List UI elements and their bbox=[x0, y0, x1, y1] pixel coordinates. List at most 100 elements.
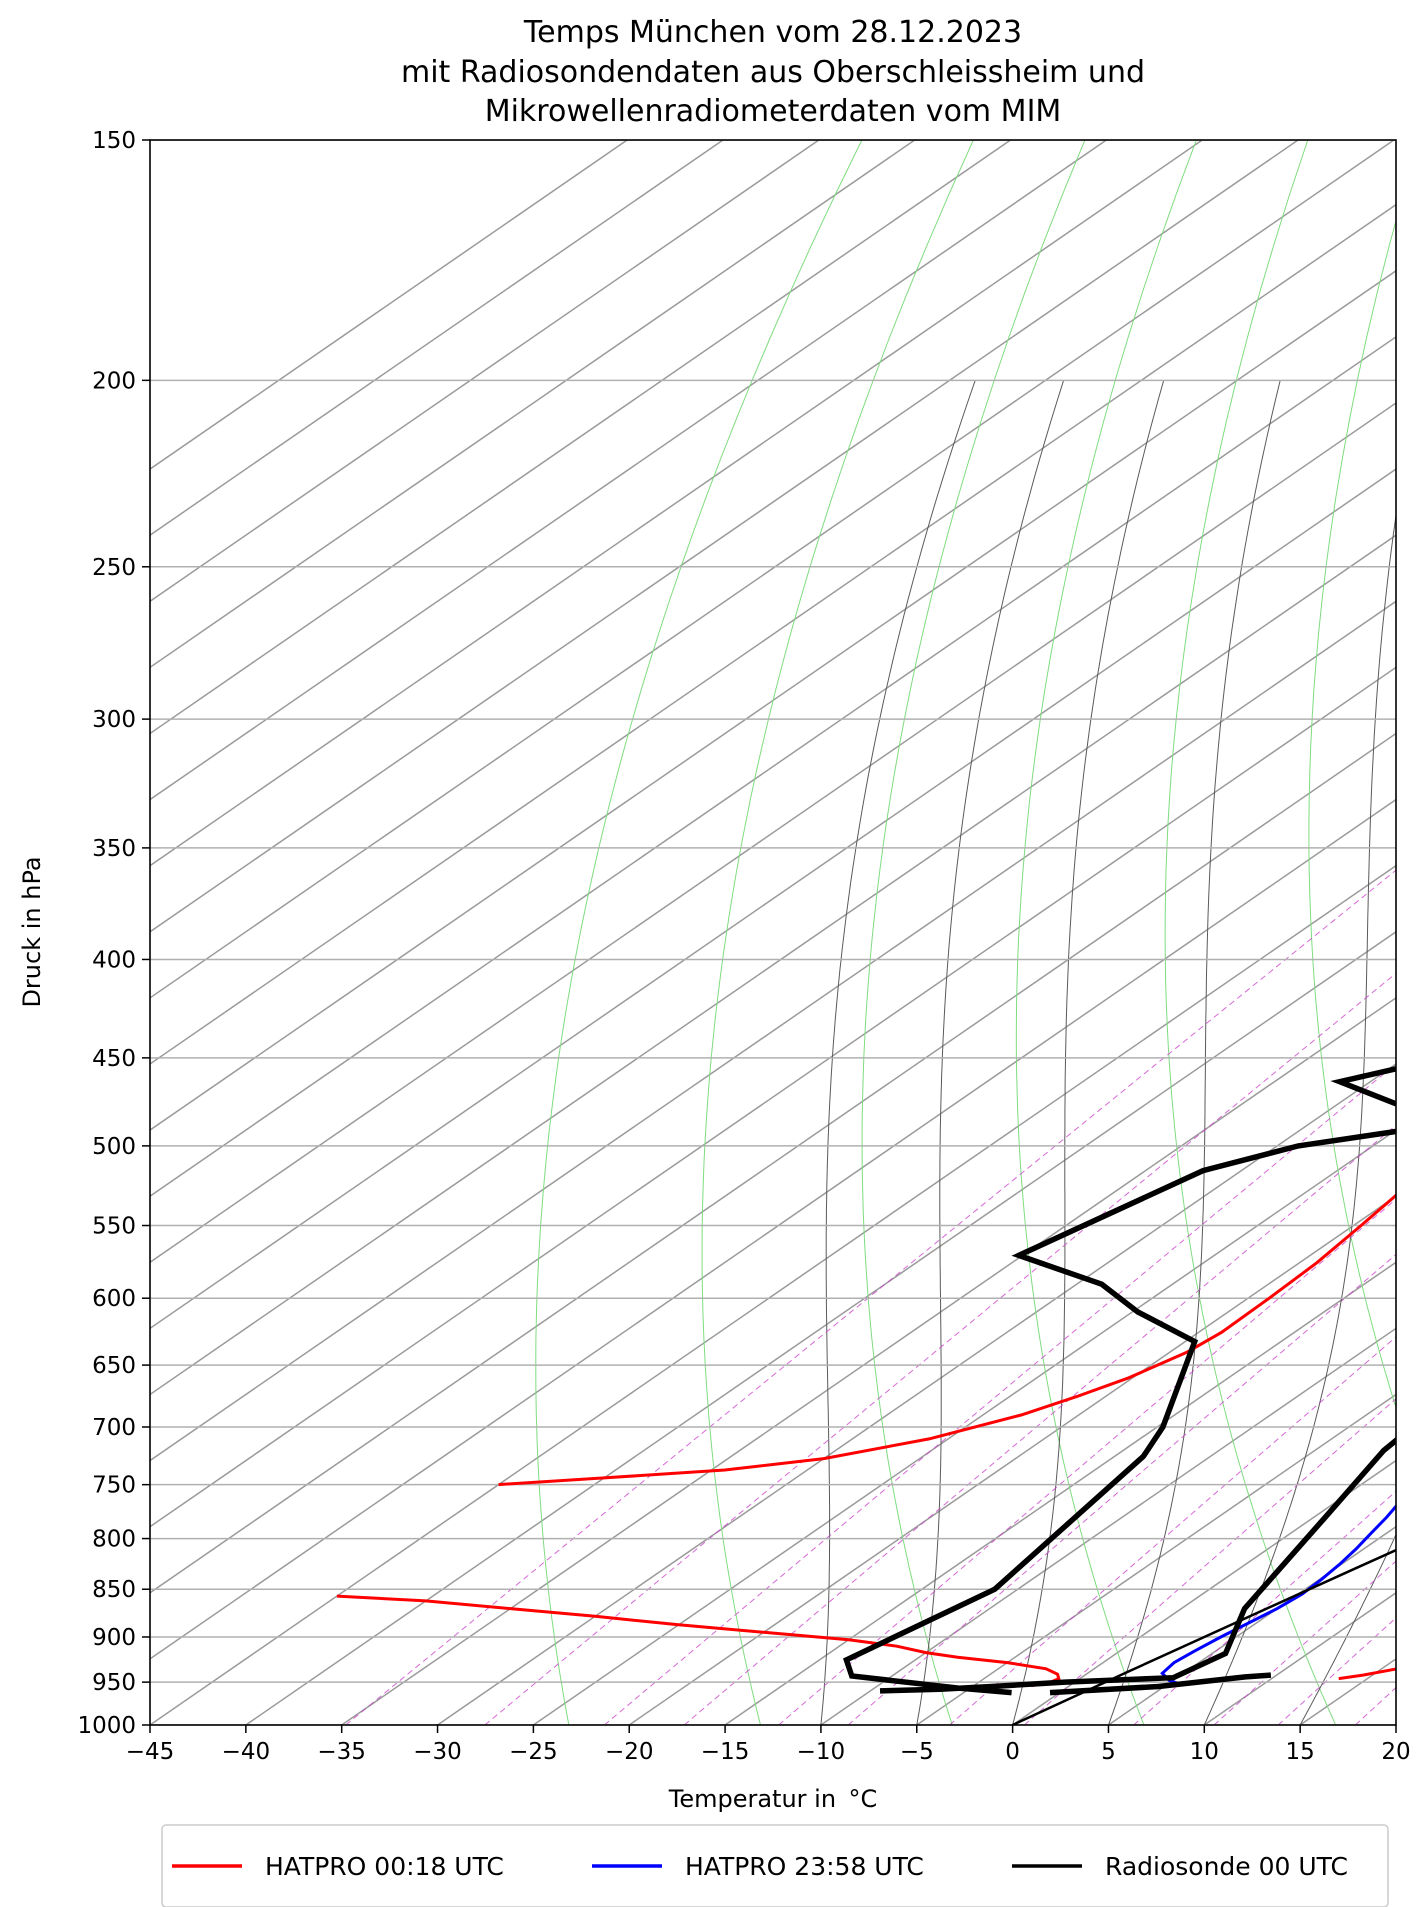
legend-label-hatpro-0018: HATPRO 00:18 UTC bbox=[265, 1852, 504, 1881]
legend-box bbox=[161, 1824, 1389, 1907]
y-tick-label: 600 bbox=[92, 1286, 136, 1312]
isotherm-line bbox=[1395, 1724, 1396, 1725]
y-tick-label: 800 bbox=[92, 1527, 136, 1553]
y-tick-label: 900 bbox=[92, 1625, 136, 1651]
x-tick-label: −10 bbox=[797, 1739, 846, 1765]
x-tick-label: −40 bbox=[222, 1739, 271, 1765]
dry-adiabat-line bbox=[861, 140, 1086, 1725]
legend-label-radiosonde: Radiosonde 00 UTC bbox=[1105, 1852, 1348, 1881]
isotherm-line bbox=[437, 1063, 1396, 1725]
legend: HATPRO 00:18 UTC HATPRO 23:58 UTC Radios… bbox=[161, 1824, 1389, 1907]
chart-title-line-3: Mikrowellenradiometerdaten vom MIM bbox=[485, 94, 1062, 129]
isotherm-line bbox=[150, 140, 1203, 867]
legend-item-hatpro-0018: HATPRO 00:18 UTC bbox=[172, 1852, 504, 1881]
y-tick-label: 300 bbox=[92, 707, 136, 733]
y-tick-label: 950 bbox=[92, 1670, 136, 1696]
isotherm-line bbox=[150, 140, 820, 603]
mixing-ratio-line bbox=[1355, 1686, 1396, 1725]
isotherm-line bbox=[150, 534, 1396, 1396]
x-tick-label: 0 bbox=[1005, 1739, 1020, 1765]
series-line bbox=[336, 1594, 1061, 1688]
isotherm-line bbox=[150, 666, 1396, 1528]
background-lines bbox=[150, 140, 1427, 1725]
mixing-ratio-line bbox=[484, 972, 1396, 1725]
mixing-ratio-line bbox=[1418, 380, 1427, 1725]
series-line bbox=[1012, 1548, 1396, 1725]
y-tick-label: 750 bbox=[92, 1473, 136, 1499]
isotherm-line bbox=[150, 140, 1299, 933]
mixing-ratio-line bbox=[345, 869, 1396, 1725]
chart-title-line-2: mit Radiosondendaten aus Oberschleisshei… bbox=[401, 55, 1145, 90]
mixing-ratio-line bbox=[778, 1198, 1396, 1725]
y-tick-label: 500 bbox=[92, 1134, 136, 1160]
plot-frame bbox=[149, 139, 1397, 1726]
moist-adiabat-line bbox=[1299, 1533, 1396, 1725]
moist-adiabat-line bbox=[1203, 512, 1396, 1725]
isotherm-line bbox=[150, 600, 1396, 1462]
isotherm-line bbox=[150, 140, 916, 669]
x-tick-label: −5 bbox=[900, 1739, 934, 1765]
y-axis: 1000 950 900 850 800 750 700 650 600 550 500 450 400… bbox=[77, 128, 150, 1739]
isotherm-line bbox=[150, 269, 1396, 1132]
mixing-ratio-line bbox=[949, 1336, 1396, 1725]
isotherm-line bbox=[245, 930, 1396, 1725]
chart-title-line-1: Temps München vom 28.12.2023 bbox=[523, 15, 1022, 50]
isotherm-line bbox=[820, 1327, 1396, 1725]
isotherm-line bbox=[341, 996, 1396, 1725]
isotherm-line bbox=[150, 140, 1011, 735]
y-tick-label: 700 bbox=[92, 1415, 136, 1441]
moist-adiabat-line bbox=[1395, 1724, 1396, 1725]
series-line bbox=[1338, 1667, 1396, 1681]
x-tick-label: −45 bbox=[126, 1739, 175, 1765]
series-line bbox=[498, 1193, 1396, 1487]
isotherm-line bbox=[150, 732, 1396, 1594]
isotherm-line bbox=[724, 1261, 1396, 1725]
legend-label-hatpro-2358: HATPRO 23:58 UTC bbox=[685, 1852, 924, 1881]
legend-item-hatpro-2358: HATPRO 23:58 UTC bbox=[592, 1852, 924, 1881]
plot-area bbox=[150, 140, 1427, 1725]
x-tick-label: 15 bbox=[1286, 1739, 1315, 1765]
x-tick-label: −25 bbox=[509, 1739, 558, 1765]
dry-adiabat-line bbox=[1308, 219, 1396, 1410]
series-line bbox=[879, 1436, 1396, 1694]
dry-adiabat-line bbox=[1164, 140, 1337, 1725]
y-tick-label: 650 bbox=[92, 1353, 136, 1379]
y-tick-label: 200 bbox=[92, 368, 136, 394]
isotherm-line bbox=[1203, 1591, 1396, 1725]
isotherm-line bbox=[150, 140, 1107, 801]
isotherm-line bbox=[150, 402, 1396, 1264]
isotherm-line bbox=[916, 1393, 1396, 1725]
dry-adiabat-line bbox=[701, 140, 974, 1725]
isotherm-line bbox=[150, 864, 1396, 1725]
y-tick-label: 850 bbox=[92, 1577, 136, 1603]
dry-adiabat-line bbox=[1015, 140, 1197, 1725]
series-line bbox=[843, 1065, 1396, 1696]
moist-adiabat-line bbox=[1012, 380, 1165, 1725]
isotherm-line bbox=[150, 798, 1396, 1660]
isotherm-line bbox=[150, 468, 1396, 1330]
x-tick-label: −20 bbox=[605, 1739, 654, 1765]
dry-adiabat-line bbox=[535, 140, 863, 1725]
x-tick-label: −15 bbox=[701, 1739, 750, 1765]
x-tick-label: −30 bbox=[413, 1739, 462, 1765]
isotherm-line bbox=[150, 335, 1396, 1198]
mixing-ratio-line bbox=[1024, 1398, 1396, 1725]
y-tick-label: 400 bbox=[92, 947, 136, 973]
x-tick-label: −35 bbox=[317, 1739, 366, 1765]
series-line bbox=[1160, 1504, 1396, 1687]
mixing-ratio-line bbox=[1133, 1490, 1396, 1725]
isotherm-line bbox=[150, 140, 1395, 999]
y-tick-label: 350 bbox=[92, 836, 136, 862]
legend-item-radiosonde: Radiosonde 00 UTC bbox=[1012, 1852, 1348, 1881]
x-axis-label: Temperatur in °C bbox=[668, 1785, 877, 1813]
series-line bbox=[1049, 1672, 1272, 1696]
isotherm-line bbox=[628, 1195, 1396, 1725]
y-tick-label: 550 bbox=[92, 1214, 136, 1240]
isotherm-line bbox=[1012, 1459, 1396, 1725]
series-lines bbox=[336, 1065, 1396, 1725]
chart-title: Temps München vom 28.12.2023 mit Radioso… bbox=[401, 15, 1145, 129]
x-axis: −45 −40 −35 −30 −25 −20 −15 −10 −5 0 5 10 15 20 bbox=[126, 1725, 1411, 1765]
x-tick-label: 20 bbox=[1381, 1739, 1410, 1765]
isotherm-line bbox=[150, 203, 1396, 1065]
